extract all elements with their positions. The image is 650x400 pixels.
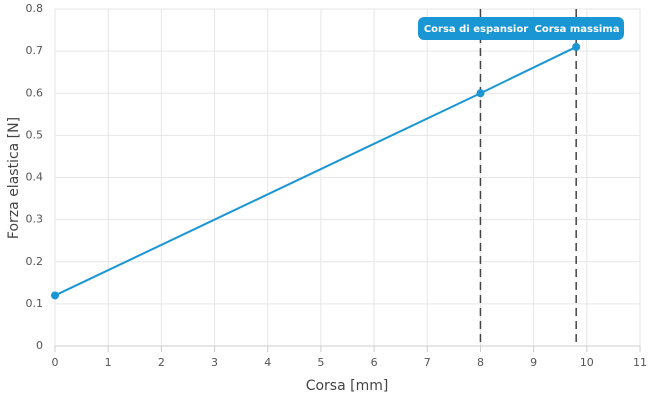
annotation-label: Corsa massima — [535, 24, 620, 35]
point — [51, 291, 59, 300]
x-tick-label: 4 — [264, 356, 271, 369]
x-tick-label: 7 — [424, 356, 431, 369]
y-tick-label: 0.5 — [26, 128, 44, 141]
x-axis-title: Corsa [mm] — [306, 378, 389, 394]
annotation-label: Corsa di espansior — [424, 24, 528, 35]
y-axis-title: Forza elastica [N] — [6, 117, 22, 239]
line — [54, 46, 577, 297]
x-tick-label: 3 — [211, 356, 218, 369]
y-tick-label: 0.3 — [26, 213, 44, 226]
point — [476, 89, 485, 98]
y-tick-label: 0.7 — [26, 44, 44, 57]
x-tick-label: 1 — [105, 356, 112, 369]
x-tick-label: 5 — [317, 356, 324, 369]
y-tick-label: 0.2 — [26, 255, 44, 268]
x-tick-label: 8 — [477, 356, 484, 369]
y-tick-label: 0.6 — [26, 86, 44, 99]
x-tick-label: 6 — [371, 356, 378, 369]
y-tick-label: 0.1 — [26, 297, 44, 310]
x-tick-label: 11 — [633, 356, 647, 369]
y-tick-label: 0.8 — [26, 2, 44, 15]
point — [572, 42, 581, 51]
x-tick-label: 9 — [530, 356, 537, 369]
y-tick-label: 0.4 — [26, 171, 44, 184]
x-tick-label: 0 — [52, 356, 59, 369]
annotation-box — [418, 17, 624, 40]
x-tick-label: 10 — [580, 356, 594, 369]
x-tick-label: 2 — [158, 356, 165, 369]
y-tick-label: 0 — [36, 339, 43, 352]
